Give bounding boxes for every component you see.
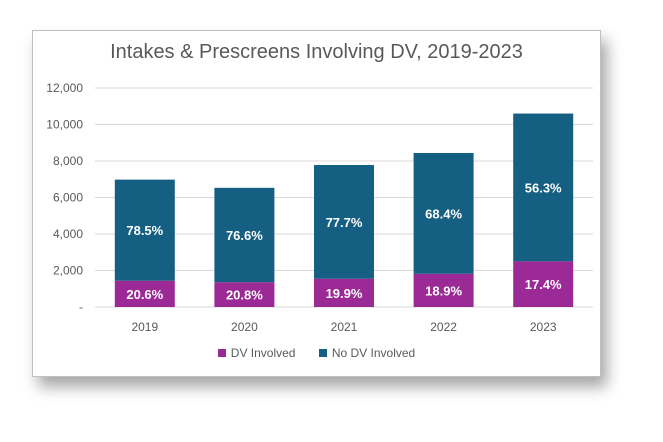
legend-swatch-no-dv [318, 348, 327, 357]
legend: DV Involved No DV Involved [33, 346, 600, 360]
bar-dv [513, 261, 574, 307]
x-tick-label: 2020 [231, 320, 258, 334]
data-label-no-dv: 76.6% [226, 228, 263, 243]
y-tick-label: 6,000 [53, 191, 83, 205]
bar-no-dv [314, 165, 374, 279]
y-tick-label: 2,000 [53, 264, 83, 278]
data-label-no-dv: 68.4% [425, 206, 462, 221]
data-label-no-dv: 56.3% [525, 180, 562, 195]
data-label-dv: 20.8% [226, 288, 263, 303]
data-label-no-dv: 78.5% [126, 223, 163, 238]
y-tick-label: 4,000 [53, 227, 83, 241]
bar-dv [413, 273, 474, 307]
data-label-dv: 20.6% [126, 287, 163, 302]
legend-item-dv: DV Involved [217, 346, 296, 360]
bar-no-dv [413, 152, 474, 274]
y-tick-label: 10,000 [46, 118, 83, 132]
bar-dv [314, 278, 374, 307]
x-tick-label: 2021 [331, 320, 358, 334]
legend-item-no-dv: No DV Involved [318, 346, 416, 360]
y-tick-label: 8,000 [53, 154, 83, 168]
bar-no-dv [114, 179, 175, 281]
x-tick-label: 2022 [430, 320, 457, 334]
chart-canvas: - 2,000 4,000 6,000 8,000 10,000 12,000 20.6% 78… [46, 81, 593, 334]
data-label-dv: 19.9% [326, 286, 363, 301]
data-label-no-dv: 77.7% [326, 215, 363, 230]
bar-no-dv [513, 113, 574, 262]
x-tick-label: 2023 [530, 320, 557, 334]
x-tick-label: 2019 [131, 320, 158, 334]
chart-card: Intakes & Prescreens Involving DV, 2019-… [32, 30, 601, 377]
data-label-dv: 18.9% [425, 283, 462, 298]
legend-label-no-dv: No DV Involved [331, 346, 416, 360]
data-label-dv: 17.4% [525, 277, 562, 292]
bar-dv [214, 282, 275, 307]
legend-swatch-dv [217, 348, 226, 357]
chart-title: Intakes & Prescreens Involving DV, 2019-… [110, 41, 523, 63]
bar-no-dv [214, 187, 275, 283]
legend-label-dv: DV Involved [230, 346, 296, 360]
y-tick-label: 12,000 [46, 81, 83, 95]
y-tick-label: - [79, 300, 83, 314]
bar-dv [114, 280, 175, 307]
